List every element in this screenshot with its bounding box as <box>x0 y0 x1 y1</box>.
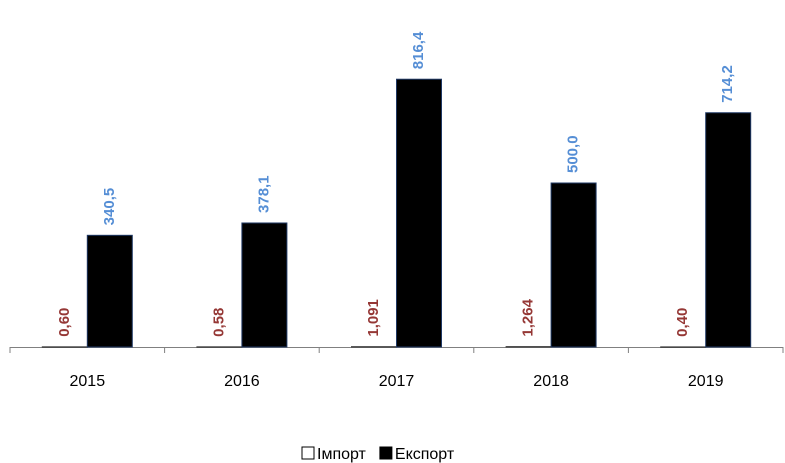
value-label: 378,1 <box>255 175 272 213</box>
value-label: 1,091 <box>365 299 382 337</box>
bar <box>705 112 752 348</box>
bar <box>660 346 707 348</box>
value-label: 0,40 <box>674 308 691 337</box>
legend-swatch <box>379 446 393 460</box>
value-label: 340,5 <box>101 188 118 226</box>
value-label: 500,0 <box>565 135 582 173</box>
bar <box>351 346 397 348</box>
value-label: 714,2 <box>719 65 736 103</box>
bar <box>396 78 442 348</box>
x-tick-label: 2018 <box>533 373 569 390</box>
value-label: 0,60 <box>56 308 73 337</box>
bar <box>86 234 133 348</box>
x-tick-label: 2016 <box>224 373 260 390</box>
x-tick-label: 2019 <box>688 373 724 390</box>
bar <box>550 182 597 348</box>
bar <box>41 346 88 348</box>
x-tick-label: 2015 <box>70 373 106 390</box>
value-label: 0,58 <box>210 308 227 337</box>
legend-label: Експорт <box>395 446 455 463</box>
legend-label: Імпорт <box>317 446 367 463</box>
bar <box>241 222 288 348</box>
bar <box>196 346 243 348</box>
legend-swatch <box>301 446 315 460</box>
value-label: 1,264 <box>520 298 537 336</box>
x-tick-label: 2017 <box>379 373 415 390</box>
value-label: 816,4 <box>410 31 427 69</box>
bar <box>505 346 552 348</box>
